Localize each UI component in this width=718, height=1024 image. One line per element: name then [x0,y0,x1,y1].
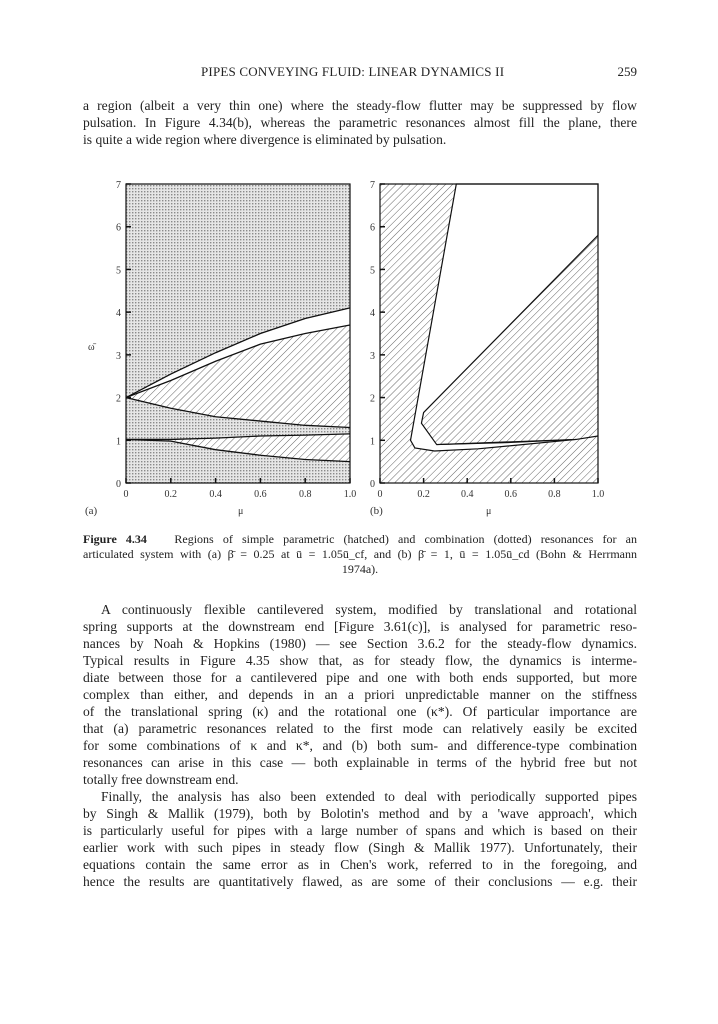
text-line: that (a) parametric resonances related t… [83,721,637,736]
text-line: Typical results in Figure 4.35 show that… [83,653,637,668]
caption-label: Figure 4.34 [83,532,147,546]
y-tick-label: 3 [116,351,121,362]
figure-4-34: 0 1 2 3 4 5 6 7 0 0.2 0.4 0.6 0.8 1.0 0 1 2 3 4 5 6 7 0 0.2 0.4… [85,180,604,517]
paragraph-2: A continuously flexible cantilevered sys… [83,601,637,788]
x-tick-label: 1.0 [592,489,605,500]
text-line: is quite a wide region where divergence … [83,132,447,147]
text-line: resonances can arise in this case — both… [83,755,637,770]
plot-frame [379,183,599,484]
x-axis-label-a: μ [238,506,243,517]
x-tick-label: 0.4 [209,489,222,500]
panel-b-label: (b) [370,505,383,517]
x-axis-label-b: μ [486,506,491,517]
text-line: Finally, the analysis has also been exte… [101,789,637,804]
figure-caption: Figure 4.34 Regions of simple parametric… [83,532,637,577]
y-tick-label: 5 [370,265,375,276]
text-line: hence the results are quantitatively fla… [83,874,637,889]
x-tick-label: 0.4 [461,489,474,500]
panel-a: 0 1 2 3 4 5 6 7 0 0.2 0.4 0.6 0.8 1.0 [116,180,356,500]
boundary-curve [436,435,599,446]
text-line: is particularly useful for pipes with a … [83,823,637,838]
x-tick-label: 0.8 [548,489,561,500]
page-number: 259 [617,64,638,79]
plot-frame [125,183,351,484]
region-hatched [126,433,350,462]
boundary-curve-hatched-bottom [125,396,351,429]
paragraph-1: a region (albeit a very thin one) where … [83,97,637,148]
text-line: of the translational spring (κ) and the … [83,704,637,719]
panel-b: 0 1 2 3 4 5 6 7 0 0.2 0.4 0.6 0.8 1.0 [370,180,604,500]
y-tick-label: 1 [370,436,375,447]
y-axis-label-a: ω̄ [88,342,97,353]
y-tick-label: 3 [370,351,375,362]
x-tick-label: 1.0 [344,489,357,500]
x-tick-label: 0.6 [505,489,518,500]
boundary-curve-hatched-top [125,324,351,399]
text-line: for some combinations of κ and κ*, and (… [83,738,637,753]
y-tick-label: 0 [116,479,121,490]
text-line: diate between those for a cantilevered p… [83,670,637,685]
x-tick-label: 0.8 [299,489,312,500]
text-line: A continuously flexible cantilevered sys… [101,602,637,617]
caption-text: 1974a). [341,562,379,576]
text-line: equations contain the same error as in C… [83,857,637,872]
x-tick-label: 0 [124,489,129,500]
text-line: complex than either, and depends in an a… [83,687,637,702]
y-tick-label: 7 [370,180,375,191]
y-tick-label: 6 [116,223,121,234]
x-tick-label: 0.2 [165,489,178,500]
y-tick-label: 6 [370,223,375,234]
text-line: spring supports at the downstream end [F… [83,619,637,634]
y-tick-label: 7 [116,180,121,191]
paragraph-3: Finally, the analysis has also been exte… [83,788,637,890]
text-line: by Singh & Mallik (1979), both by Boloti… [83,806,637,821]
text-line: totally free downstream end. [83,772,239,787]
x-tick-label: 0.2 [417,489,430,500]
boundary-curve-band-bottom [125,438,351,463]
x-tick-label: 0.6 [254,489,267,500]
region-hatched [126,324,350,428]
boundary-curve-band-top [126,433,351,441]
running-title: PIPES CONVEYING FLUID: LINEAR DYNAMICS I… [201,64,505,79]
y-tick-label: 4 [116,308,121,319]
caption-text: Regions of simple parametric (hatched) a… [174,532,637,546]
caption-text: articulated system with (a) β̄ = 0.25 at… [83,547,637,561]
y-tick-label: 2 [116,394,121,405]
boundary-curve-upper-boundary [125,307,351,399]
x-tick-label: 0 [378,489,383,500]
text-line: nances by Noah & Hopkins (1980) — see Se… [83,636,637,651]
y-tick-label: 5 [116,265,121,276]
y-tick-label: 2 [370,394,375,405]
y-tick-label: 4 [370,308,375,319]
text-line: earlier work with such pipes in steady f… [83,840,637,855]
panel-a-label: (a) [85,505,98,517]
text-line: a region (albeit a very thin one) where … [83,98,637,113]
y-tick-label: 1 [116,436,121,447]
y-tick-label: 0 [370,479,375,490]
text-line: pulsation. In Figure 4.34(b), whereas th… [83,115,637,130]
